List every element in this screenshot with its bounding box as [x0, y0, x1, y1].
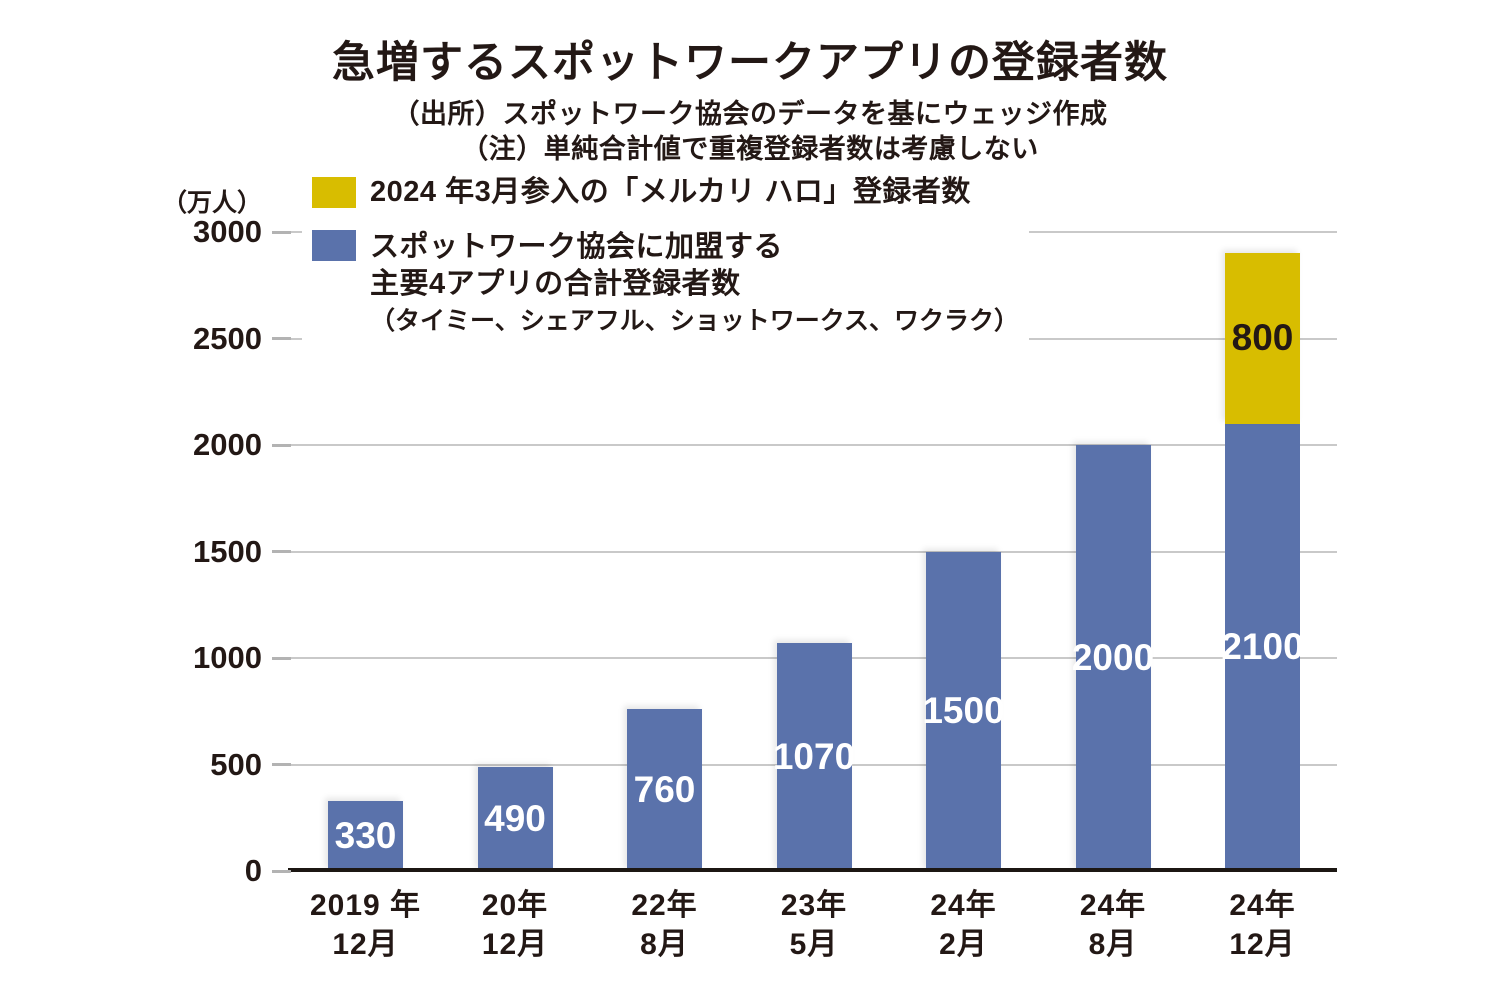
x-tick-label: 20年 12月 [430, 886, 600, 964]
chart-title: 急増するスポットワークアプリの登録者数 [332, 39, 1168, 87]
y-tick-label: 1500 [193, 533, 262, 569]
y-tick-label: 2000 [193, 427, 262, 462]
y-tick-label: 500 [210, 746, 262, 782]
mercari-legend-label: 2024 年3月参入の「メルカリ ハロ」登録者数 [370, 176, 971, 208]
x-tick-label-line: 12月 [481, 928, 549, 961]
legend: 2024 年3月参入の「メルカリ ハロ」登録者数 スポットワーク協会に加盟する … [302, 174, 1030, 356]
x-tick-label-line: 2019 年 [309, 889, 422, 922]
bar-segment-association: 490 [477, 766, 553, 871]
bar-value-label: 490 [484, 797, 546, 839]
association-legend-line3: （タイミー、シェアフル、ショットワークス、ワクラク） [370, 307, 1020, 335]
bar-value-label: 800 [1231, 317, 1294, 359]
legend-item-mercari: 2024 年3月参入の「メルカリ ハロ」登録者数 [312, 176, 1019, 209]
x-tick-label-line: 8月 [640, 928, 689, 961]
x-tick-label: 23年 5月 [729, 886, 899, 964]
x-tick-label: 24年 8月 [1028, 886, 1198, 964]
y-tick-mark [272, 763, 291, 766]
grid-line [290, 550, 1337, 553]
x-tick-label-line: 24年 [1229, 889, 1296, 922]
plot-area: 330 490 760 1070 1500 2000 2100 800 [290, 231, 1337, 871]
association-legend-line2: 主要4アプリの合計登録者数 [370, 268, 741, 300]
source-note: （出所）スポットワーク協会のデータを基にウェッジ作成 [392, 99, 1108, 129]
y-tick-mark [272, 230, 291, 234]
association-legend-line1: スポットワーク協会に加盟する [370, 231, 784, 263]
bar-segment-association: 2000 [1072, 445, 1154, 871]
x-tick-label-line: 24年 [930, 889, 997, 922]
legend-item-association: スポットワーク協会に加盟する 主要4アプリの合計登録者数 （タイミー、シェアフル… [312, 229, 1019, 340]
bar-value-label: 2100 [1221, 626, 1304, 668]
x-axis-line [288, 868, 1337, 872]
x-tick-label: 24年 12月 [1178, 886, 1348, 964]
x-tick-label-line: 12月 [1229, 928, 1296, 961]
x-tick-label: 22年 8月 [580, 886, 750, 964]
bar-value-label: 2000 [1071, 637, 1155, 678]
bar-segment-association: 2100 [1221, 423, 1304, 871]
x-tick-label-line: 2月 [939, 928, 988, 961]
methodology-note: （注）単純合計値で重複登録者数は考慮しない [461, 134, 1039, 164]
x-tick-label-line: 5月 [789, 928, 839, 961]
x-tick-label-line: 23年 [780, 889, 848, 922]
bar-segment-association: 330 [328, 800, 403, 871]
grid-line [290, 444, 1337, 446]
mercari-legend-swatch [312, 177, 356, 208]
y-tick-mark [272, 550, 291, 553]
bar-segment-mercari: 800 [1225, 253, 1300, 424]
x-tick-label-line: 24年 [1079, 889, 1147, 922]
bar-segment-association: 1500 [922, 551, 1005, 871]
x-tick-label-line: 12月 [332, 928, 399, 961]
y-tick-label: 0 [244, 853, 262, 888]
x-tick-label-line: 8月 [1088, 928, 1138, 961]
y-tick-mark [272, 869, 291, 873]
x-tick-label-line: 20年 [481, 889, 549, 922]
bar-value-label: 1070 [772, 736, 856, 778]
x-tick-label: 24年 2月 [879, 886, 1049, 964]
y-axis-unit-label: （万人） [161, 189, 262, 217]
bar-value-label: 760 [633, 769, 696, 811]
y-tick-mark [272, 656, 291, 660]
y-tick-mark [272, 337, 291, 340]
y-tick-label: 2500 [193, 320, 262, 356]
x-tick-label-line: 22年 [631, 889, 698, 922]
association-legend-swatch [312, 230, 356, 261]
x-tick-label: 2019 年 12月 [281, 886, 451, 964]
y-tick-mark [272, 443, 291, 447]
bar-value-label: 330 [334, 814, 397, 856]
y-tick-label: 1000 [193, 640, 262, 675]
bar-segment-association: 1070 [773, 643, 855, 871]
bar-segment-association: 760 [627, 709, 702, 871]
bar-value-label: 1500 [922, 690, 1005, 732]
association-legend-label: スポットワーク協会に加盟する 主要4アプリの合計登録者数 （タイミー、シェアフル… [370, 229, 1019, 340]
y-tick-label: 3000 [193, 214, 262, 249]
